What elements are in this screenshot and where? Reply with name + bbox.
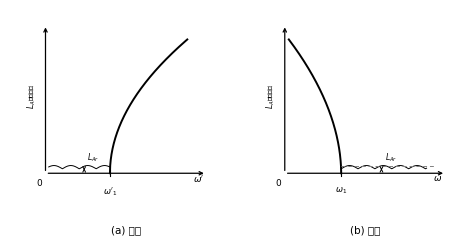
Text: (b) 高通: (b) 高通 <box>350 225 380 235</box>
Text: $L_A$（分贝）: $L_A$（分贝） <box>265 83 278 109</box>
Text: $\omega'_1$: $\omega'_1$ <box>102 185 117 198</box>
Text: 0: 0 <box>36 179 42 188</box>
Text: $\omega'$: $\omega'$ <box>193 173 205 184</box>
Text: $L_{Ar}$: $L_{Ar}$ <box>385 151 397 164</box>
Text: 0: 0 <box>276 179 281 188</box>
Text: $\omega_1$: $\omega_1$ <box>335 185 347 196</box>
Text: (a) 低通: (a) 低通 <box>111 225 141 235</box>
Text: $\omega$: $\omega$ <box>433 174 442 183</box>
Text: $L_A$（分贝）: $L_A$（分贝） <box>26 83 38 109</box>
Text: $L_{Ar}$: $L_{Ar}$ <box>88 151 100 164</box>
